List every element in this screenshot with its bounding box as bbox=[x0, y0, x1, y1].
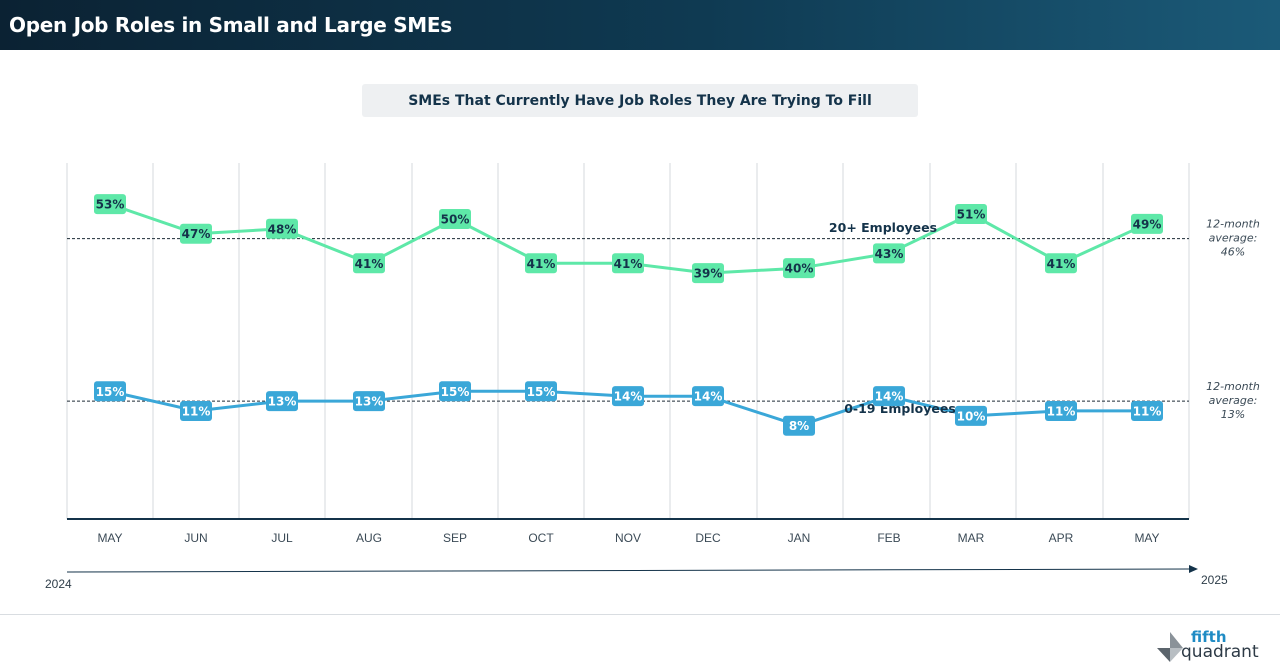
x-tick-label-11: APR bbox=[1049, 531, 1074, 545]
series-0-point-12 bbox=[1131, 213, 1163, 234]
series-0-data-label-0: 53% bbox=[96, 198, 125, 212]
series-1-point-5 bbox=[525, 381, 557, 402]
x-tick-label-12: MAY bbox=[1134, 531, 1159, 545]
series-0-average-label-2: 46% bbox=[1221, 246, 1245, 259]
series-1-data-label-12: 11% bbox=[1133, 404, 1162, 418]
series-1-data-label-3: 13% bbox=[355, 395, 384, 409]
series-1-data-label-1: 11% bbox=[182, 404, 211, 418]
series-1-average-label-0: 12-month bbox=[1206, 380, 1260, 393]
series-1-average-label-1: average: bbox=[1209, 394, 1258, 407]
timeline-line bbox=[66, 568, 1191, 573]
series-0-data-label-3: 41% bbox=[355, 257, 384, 271]
series-1-average-label-2: 13% bbox=[1221, 408, 1245, 421]
series-0-point-4 bbox=[439, 208, 471, 229]
page-title: Open Job Roles in Small and Large SMEs bbox=[9, 13, 452, 37]
series-0-point-0 bbox=[94, 194, 126, 215]
logo-mark-icon bbox=[1157, 632, 1183, 662]
logo-text-quadrant: quadrant bbox=[1181, 642, 1259, 662]
x-tick-label-9: FEB bbox=[877, 531, 900, 545]
header-bar: Open Job Roles in Small and Large SMEs bbox=[0, 0, 1280, 50]
series-1-data-label-5: 15% bbox=[527, 385, 556, 399]
x-tick-label-1: JUN bbox=[184, 531, 207, 545]
series-1-point-8 bbox=[783, 415, 815, 436]
x-tick-label-3: AUG bbox=[356, 531, 382, 545]
series-1-data-label-6: 14% bbox=[614, 390, 643, 404]
series-1-name-label: 0-19 Employees bbox=[844, 401, 956, 416]
x-tick-label-2: JUL bbox=[271, 531, 293, 545]
series-1-point-6 bbox=[612, 386, 644, 407]
series-1-data-label-0: 15% bbox=[96, 385, 125, 399]
series-1-data-label-4: 15% bbox=[441, 385, 470, 399]
series-1-point-3 bbox=[353, 391, 385, 412]
series-0-data-label-10: 51% bbox=[957, 208, 986, 222]
series-1-point-12 bbox=[1131, 400, 1163, 421]
series-1-point-11 bbox=[1045, 400, 1077, 421]
x-tick-label-0: MAY bbox=[97, 531, 122, 545]
series-0-point-6 bbox=[612, 253, 644, 274]
series-0-point-8 bbox=[783, 258, 815, 279]
series-1-point-4 bbox=[439, 381, 471, 402]
x-tick-label-8: JAN bbox=[788, 531, 811, 545]
timeline-end-label: 2025 bbox=[1201, 573, 1228, 587]
series-0-name-label: 20+ Employees bbox=[829, 220, 937, 235]
series-1-data-label-9: 14% bbox=[875, 390, 904, 404]
series-0-point-5 bbox=[525, 253, 557, 274]
timeline-start-label: 2024 bbox=[45, 577, 72, 591]
series-0-average-label-1: average: bbox=[1209, 232, 1258, 245]
series-1-point-9 bbox=[873, 386, 905, 407]
series-0-data-label-7: 39% bbox=[694, 267, 723, 281]
series-0-data-label-12: 49% bbox=[1133, 217, 1162, 231]
series-0-point-7 bbox=[692, 263, 724, 284]
fifth-quadrant-logo: fifth quadrant bbox=[1155, 628, 1265, 664]
series-0-data-label-9: 43% bbox=[875, 247, 904, 261]
chart-title-box: SMEs That Currently Have Job Roles They … bbox=[362, 84, 918, 117]
series-1-data-label-8: 8% bbox=[789, 419, 809, 433]
series-1-point-2 bbox=[266, 391, 298, 412]
line-chart: MAY JUN JUL AUG SEP OCT NOV DEC JAN FEB MAR APR MAY 2… bbox=[45, 163, 1260, 591]
series-0-data-label-8: 40% bbox=[785, 262, 814, 276]
series-1-point-0 bbox=[94, 381, 126, 402]
x-tick-label-6: NOV bbox=[615, 531, 641, 545]
footer-divider bbox=[0, 614, 1280, 615]
series-1-point-7 bbox=[692, 386, 724, 407]
series-0-data-label-2: 48% bbox=[268, 222, 297, 236]
series-1-data-label-2: 13% bbox=[268, 395, 297, 409]
series-0-data-label-1: 47% bbox=[182, 227, 211, 241]
series-0-point-1 bbox=[180, 223, 212, 244]
series-1-data-label-11: 11% bbox=[1047, 404, 1076, 418]
series-0-data-label-5: 41% bbox=[527, 257, 556, 271]
timeline-arrowhead-icon bbox=[1189, 565, 1198, 573]
series-0-point-2 bbox=[266, 218, 298, 239]
logo-text-fifth: fifth bbox=[1191, 628, 1227, 646]
x-tick-label-5: OCT bbox=[528, 531, 554, 545]
series-1-data-label-7: 14% bbox=[694, 390, 723, 404]
series-0-average-label-0: 12-month bbox=[1206, 218, 1260, 231]
series-0-point-9 bbox=[873, 243, 905, 264]
x-tick-label-4: SEP bbox=[443, 531, 467, 545]
series-0-point-11 bbox=[1045, 253, 1077, 274]
series-0-point-10 bbox=[955, 204, 987, 225]
chart-title: SMEs That Currently Have Job Roles They … bbox=[408, 92, 872, 109]
series-0-point-3 bbox=[353, 253, 385, 274]
x-tick-label-7: DEC bbox=[695, 531, 721, 545]
series-0-data-label-6: 41% bbox=[614, 257, 643, 271]
series-1-point-10 bbox=[955, 405, 987, 426]
series-0-data-label-11: 41% bbox=[1047, 257, 1076, 271]
series-1-point-1 bbox=[180, 400, 212, 421]
x-tick-label-10: MAR bbox=[958, 531, 985, 545]
series-0-data-label-4: 50% bbox=[441, 212, 470, 226]
series-1-data-label-10: 10% bbox=[957, 409, 986, 423]
